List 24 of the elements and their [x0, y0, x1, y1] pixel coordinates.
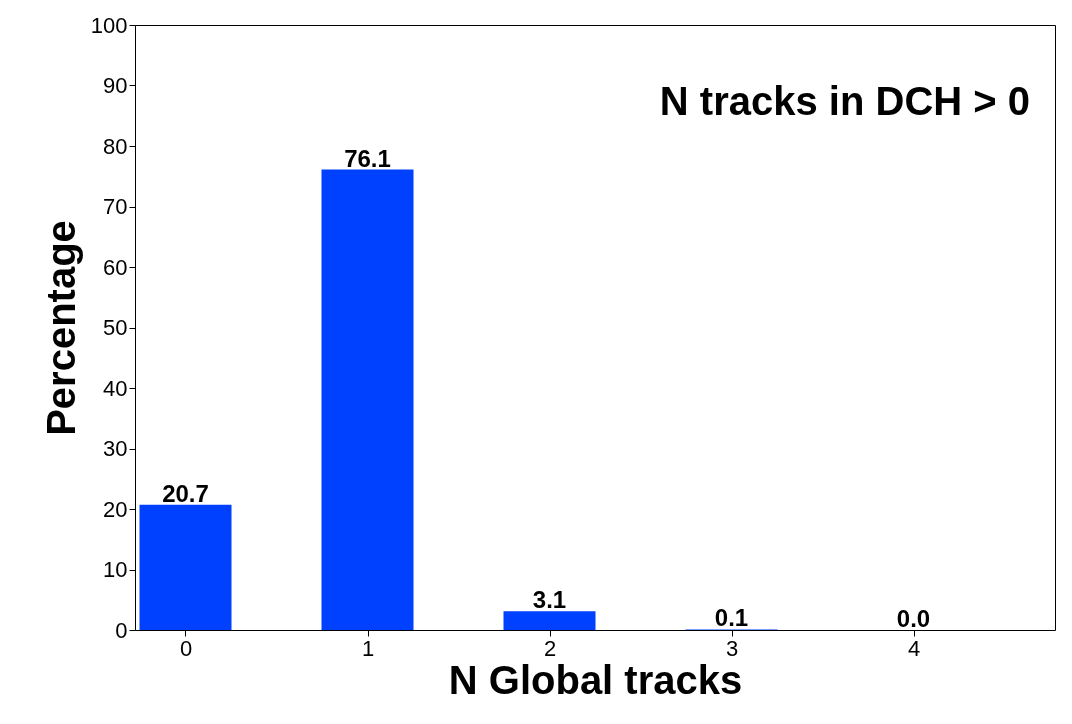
annotation: N tracks in DCH > 0 — [659, 79, 1030, 123]
y-tick-label: 90 — [103, 73, 128, 98]
data-label: 20.7 — [162, 479, 209, 507]
y-tick-label: 70 — [103, 194, 128, 219]
x-tick-label: 4 — [907, 635, 921, 661]
data-label: 0.1 — [714, 604, 749, 632]
bar — [503, 611, 596, 630]
data-label: 3.1 — [532, 586, 567, 614]
y-tick-label: 80 — [103, 133, 128, 159]
y-axis-title: Percentage — [38, 220, 83, 436]
y-tick-label: 100 — [90, 12, 128, 38]
data-label: 0.0 — [896, 605, 931, 632]
x-tick-label: 0 — [179, 635, 193, 661]
y-tick-label: 30 — [103, 436, 128, 461]
bar — [139, 504, 232, 630]
x-tick-label: 1 — [361, 635, 375, 661]
bar — [321, 169, 414, 630]
y-tick-label: 10 — [103, 557, 128, 582]
y-tick-label: 40 — [103, 375, 128, 401]
y-tick-label: 20 — [103, 496, 128, 522]
y-tick-label: 0 — [115, 617, 128, 643]
y-tick-label: 60 — [103, 254, 128, 280]
y-tick-label: 50 — [103, 315, 128, 340]
data-label: 76.1 — [344, 144, 391, 172]
